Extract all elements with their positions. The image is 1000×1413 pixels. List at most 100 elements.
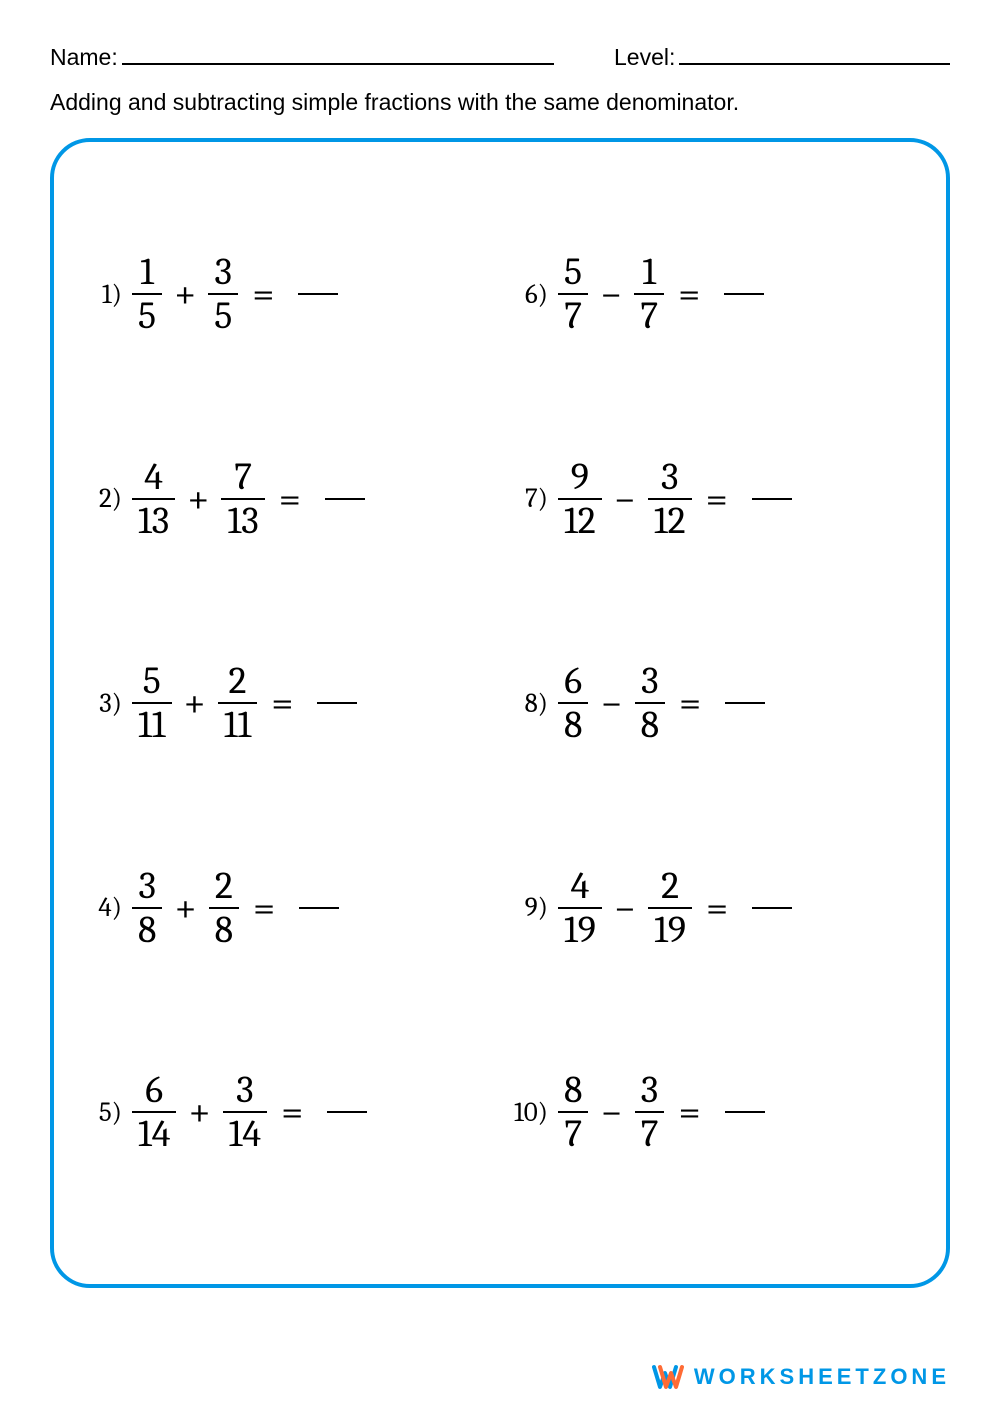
denominator: 12 xyxy=(648,500,692,542)
equation: 68−38= xyxy=(558,660,765,746)
answer-blank[interactable] xyxy=(752,907,792,909)
numerator: 1 xyxy=(636,251,662,293)
answer-blank[interactable] xyxy=(725,702,765,704)
equation: 413+713= xyxy=(132,456,365,542)
problem-row: 7)912−312= xyxy=(510,456,916,542)
equals-sign: = xyxy=(238,271,288,317)
fraction: 28 xyxy=(209,865,239,951)
numerator: 2 xyxy=(655,865,685,907)
operator: + xyxy=(176,1089,222,1135)
numerator: 3 xyxy=(209,251,239,293)
fraction: 211 xyxy=(218,660,258,746)
fraction: 17 xyxy=(634,251,664,337)
right-column: 6)57−17=7)912−312=8)68−38=9)419−219=10)8… xyxy=(510,192,916,1214)
problem-row: 10)87−37= xyxy=(510,1069,916,1155)
fraction: 37 xyxy=(635,1069,665,1155)
equation: 912−312= xyxy=(558,456,792,542)
operator: − xyxy=(602,476,648,522)
denominator: 19 xyxy=(648,909,692,951)
numerator: 3 xyxy=(132,865,162,907)
level-label: Level: xyxy=(614,44,675,71)
numerator: 1 xyxy=(134,251,160,293)
fraction: 912 xyxy=(558,456,602,542)
denominator: 14 xyxy=(132,1113,176,1155)
denominator: 11 xyxy=(218,704,258,746)
equals-sign: = xyxy=(692,885,742,931)
denominator: 12 xyxy=(558,500,602,542)
answer-blank[interactable] xyxy=(299,907,339,909)
fraction: 511 xyxy=(132,660,172,746)
fraction: 57 xyxy=(558,251,588,337)
equation: 614+314= xyxy=(132,1069,367,1155)
problem-row: 3)511+211= xyxy=(84,660,490,746)
answer-blank[interactable] xyxy=(327,1111,367,1113)
instruction-text: Adding and subtracting simple fractions … xyxy=(50,89,950,116)
denominator: 7 xyxy=(558,295,588,337)
denominator: 8 xyxy=(558,704,588,746)
problem-row: 6)57−17= xyxy=(510,251,916,337)
numerator: 4 xyxy=(138,456,169,498)
brand-text: WORKSHEETZONE xyxy=(694,1364,950,1390)
operator: + xyxy=(162,885,208,931)
fraction: 413 xyxy=(132,456,175,542)
operator: + xyxy=(162,271,208,317)
header-row: Name: Level: xyxy=(50,40,950,71)
answer-blank[interactable] xyxy=(725,1111,765,1113)
numerator: 6 xyxy=(139,1069,169,1111)
problem-number: 6) xyxy=(510,279,558,310)
level-field: Level: xyxy=(614,40,950,71)
problem-number: 7) xyxy=(510,483,558,514)
fraction: 38 xyxy=(635,660,665,746)
equals-sign: = xyxy=(257,680,307,726)
equation: 87−37= xyxy=(558,1069,765,1155)
answer-blank[interactable] xyxy=(325,498,365,500)
operator: − xyxy=(588,1089,634,1135)
answer-blank[interactable] xyxy=(298,293,338,295)
equation: 511+211= xyxy=(132,660,357,746)
problem-number: 5) xyxy=(84,1097,132,1128)
problem-number: 1) xyxy=(84,279,132,310)
problem-number: 8) xyxy=(510,688,558,719)
numerator: 3 xyxy=(635,660,665,702)
problem-row: 4)38+28= xyxy=(84,865,490,951)
fraction: 314 xyxy=(223,1069,267,1155)
denominator: 8 xyxy=(635,704,665,746)
fraction: 219 xyxy=(648,865,692,951)
equation: 38+28= xyxy=(132,865,339,951)
footer-brand: WORKSHEETZONE xyxy=(652,1361,950,1393)
equals-sign: = xyxy=(267,1089,317,1135)
equation: 15+35= xyxy=(132,251,338,337)
level-underline[interactable] xyxy=(679,40,950,65)
problem-box: 1)15+35=2)413+713=3)511+211=4)38+28=5)61… xyxy=(50,138,950,1288)
answer-blank[interactable] xyxy=(724,293,764,295)
denominator: 8 xyxy=(209,909,239,951)
denominator: 13 xyxy=(132,500,175,542)
name-field: Name: xyxy=(50,40,554,71)
fraction: 713 xyxy=(221,456,264,542)
denominator: 7 xyxy=(635,1113,665,1155)
numerator: 9 xyxy=(565,456,595,498)
equals-sign: = xyxy=(265,476,315,522)
denominator: 8 xyxy=(132,909,162,951)
fraction: 87 xyxy=(558,1069,588,1155)
operator: − xyxy=(602,885,648,931)
equals-sign: = xyxy=(692,476,742,522)
denominator: 7 xyxy=(634,295,664,337)
name-label: Name: xyxy=(50,44,118,71)
left-column: 1)15+35=2)413+713=3)511+211=4)38+28=5)61… xyxy=(84,192,490,1214)
numerator: 2 xyxy=(209,865,239,907)
problem-row: 9)419−219= xyxy=(510,865,916,951)
answer-blank[interactable] xyxy=(752,498,792,500)
operator: + xyxy=(175,476,221,522)
answer-blank[interactable] xyxy=(317,702,357,704)
fraction: 614 xyxy=(132,1069,176,1155)
problem-number: 9) xyxy=(510,892,558,923)
denominator: 5 xyxy=(208,295,238,337)
fraction: 68 xyxy=(558,660,588,746)
problem-row: 5)614+314= xyxy=(84,1069,490,1155)
problem-row: 1)15+35= xyxy=(84,251,490,337)
name-underline[interactable] xyxy=(122,40,554,65)
equation: 57−17= xyxy=(558,251,764,337)
problem-number: 4) xyxy=(84,892,132,923)
problem-number: 2) xyxy=(84,483,132,514)
